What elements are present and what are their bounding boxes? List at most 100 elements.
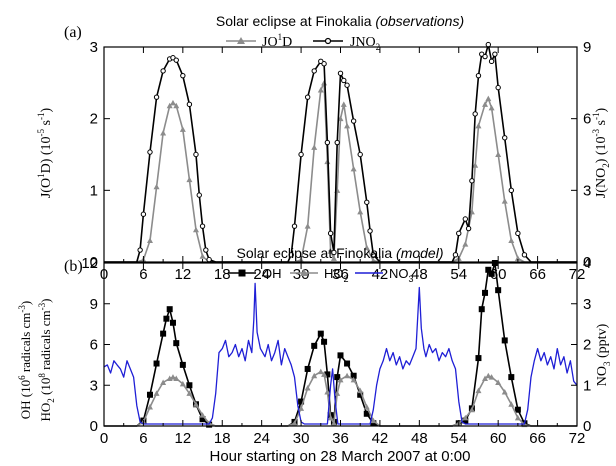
panel-b-xtick-label-6: 36	[332, 430, 349, 447]
panel-a-jno2-point-2	[137, 247, 143, 253]
panel-a-jno2-point-33	[350, 118, 357, 124]
panel-a-jno2-point-12	[193, 151, 199, 158]
panel-b-ho2-point-10	[186, 390, 193, 396]
panel-a-ytick-right-label-1: 3	[583, 182, 591, 199]
legend-oh-label: OH	[262, 266, 282, 281]
panel-b-ho2-point-38	[482, 375, 489, 381]
panel-b-oh-point-27	[337, 352, 344, 359]
panel-b-ho2-point-8	[173, 375, 180, 381]
panel-b-ylabel-oh: OH (106 radicals cm-3)	[17, 301, 33, 420]
legend-jno2-label: JNO2	[350, 35, 380, 52]
legend-ho2-marker	[300, 269, 308, 276]
panel-b-oh-point-30	[357, 391, 364, 398]
panel-a-jno2-point-36	[367, 228, 373, 234]
panel-a-jo1d-point-40	[488, 104, 495, 111]
panel-a-ytick-left-label-0: 0	[90, 254, 98, 271]
panel-a-xtick-label-10: 60	[490, 266, 507, 283]
panel-a-jo1d-point-27	[350, 165, 357, 172]
panel-b-ho2-point-20	[317, 368, 324, 375]
panel-a-jo1d-point-4	[153, 183, 160, 190]
panel-b-ho2-point-5	[160, 379, 167, 386]
panel-a-jno2-point-26	[324, 139, 331, 146]
panel-a-jo1d-point-34	[462, 241, 469, 247]
panel-b-ytick-left-label-0: 0	[90, 418, 98, 435]
panel-a-xtick-label-1: 6	[139, 266, 147, 283]
panel-b-ylabel-right: NO3 (pptv)	[595, 323, 612, 386]
panel-a-jo1d-point-38	[482, 101, 489, 107]
panel-b-ho2-point-19	[311, 372, 318, 379]
panel-a-jo1d-point-5	[160, 130, 167, 136]
panel-a-jno2-point-10	[180, 72, 186, 79]
panel-b-xtick-label-1: 6	[139, 430, 147, 447]
panel-a-jo1d-point-42	[501, 198, 508, 204]
panel-a-jo1d-point-36	[472, 162, 479, 168]
panel-a-jo1d-point-41	[495, 151, 502, 157]
panel-a-jno2-point-34	[357, 151, 363, 158]
panel-b-ho2-point-27	[344, 372, 351, 379]
panel-b-oh-point-38	[475, 355, 482, 362]
panel-a-xtick-label-8: 48	[411, 266, 428, 283]
panel-b-oh-point-40	[482, 289, 489, 296]
panel-b-ho2-point-30	[363, 403, 370, 410]
panel-b-oh-point-23	[324, 371, 331, 378]
panel-b-oh-point-3	[146, 391, 153, 398]
panel-b-ho2-point-26	[337, 376, 344, 383]
panel-a-jno2-point-43	[465, 225, 472, 232]
panel-b-ho2-point-22	[324, 389, 331, 395]
panel-a-jno2-point-9	[173, 57, 179, 63]
panel-a-jno2-point-40	[452, 252, 459, 258]
panel-a-jo1d-point-25	[340, 101, 347, 107]
panel-b-ho2-point-41	[495, 379, 502, 386]
panel-b-ytick-right-label-1: 1	[583, 377, 591, 394]
panel-a-jo1d-point-29	[363, 244, 370, 251]
panel-a-jno2-point-52	[495, 84, 501, 91]
panel-a-jo1d-point-17	[311, 144, 318, 150]
panel-b-ho2-point-31	[370, 417, 377, 424]
panel-b-title: Solar eclipse at Finokalia (model)	[237, 245, 444, 261]
panel-b-xtick-label-10: 60	[490, 430, 507, 447]
panel-b-ylabel-ho2: HO2 (108 radicals cm-3)	[37, 298, 56, 421]
panel-a-jno2-point-49	[485, 41, 492, 48]
panel-a-jo1d-point-43	[508, 237, 515, 243]
panel-b-ho2-point-25	[334, 390, 341, 396]
panel-a-jno2-point-46	[475, 72, 482, 79]
panel-a-jno2-point-31	[341, 77, 347, 84]
panel-a-jno2-point-4	[147, 149, 153, 155]
panel-a-jno2-point-41	[456, 230, 462, 237]
x-axis-label: Hour starting on 28 March 2007 at 0:00	[210, 448, 471, 465]
panel-a-jno2-point-25	[321, 61, 327, 67]
panel-b-oh-point-20	[311, 342, 318, 349]
panel-b-ho2-point-35	[462, 414, 469, 421]
panel-a-ytick-left-label-3: 3	[90, 39, 98, 56]
panel-b-ho2-point-9	[179, 380, 186, 387]
panel-a-jno2-point-6	[160, 68, 166, 74]
panel-b-ytick-right-label-3: 3	[583, 296, 591, 313]
panel-a-xtick-label-11: 66	[529, 266, 546, 283]
panel-b-ho2-point-12	[199, 412, 206, 418]
panel-b-ho2-point-39	[485, 372, 492, 379]
panel-b-ho2-point-28	[350, 376, 357, 383]
panel-b-ho2-point-23	[327, 414, 334, 421]
panel-b-oh-point-31	[363, 410, 370, 417]
legend-ho2-label: HO2	[324, 266, 349, 284]
panel-a-jno2-point-55	[515, 230, 521, 237]
panel-b-oh-point-26	[334, 374, 341, 381]
panel-a-jno2-point-48	[482, 53, 488, 60]
panel-b-ho2-point-40	[488, 374, 495, 380]
panel-b-ho2-point-4	[153, 390, 160, 396]
panel-a-xtick-label-9: 54	[450, 266, 467, 283]
panel-a-ytick-right-label-2: 6	[583, 111, 591, 128]
panel-a-jno2-point-28	[331, 249, 337, 256]
panel-a-jo1d-point-6	[166, 102, 173, 109]
panel-b-oh-point-10	[179, 361, 186, 368]
panel-a-xtick-label-7: 42	[372, 266, 389, 283]
panel-b-xtick-label-0: 0	[100, 430, 108, 447]
panel-b-xtick-label-12: 72	[569, 430, 586, 447]
panel-b-ytick-left-label-2: 6	[90, 337, 98, 354]
panel-b: (b) Solar eclipse at Finokalia (model) O…	[17, 245, 612, 447]
panel-b-oh-point-44	[495, 287, 502, 294]
panel-b-oh-point-28	[344, 360, 351, 367]
panel-b-label: (b)	[64, 258, 83, 275]
panel-b-oh-point-4	[153, 360, 160, 367]
